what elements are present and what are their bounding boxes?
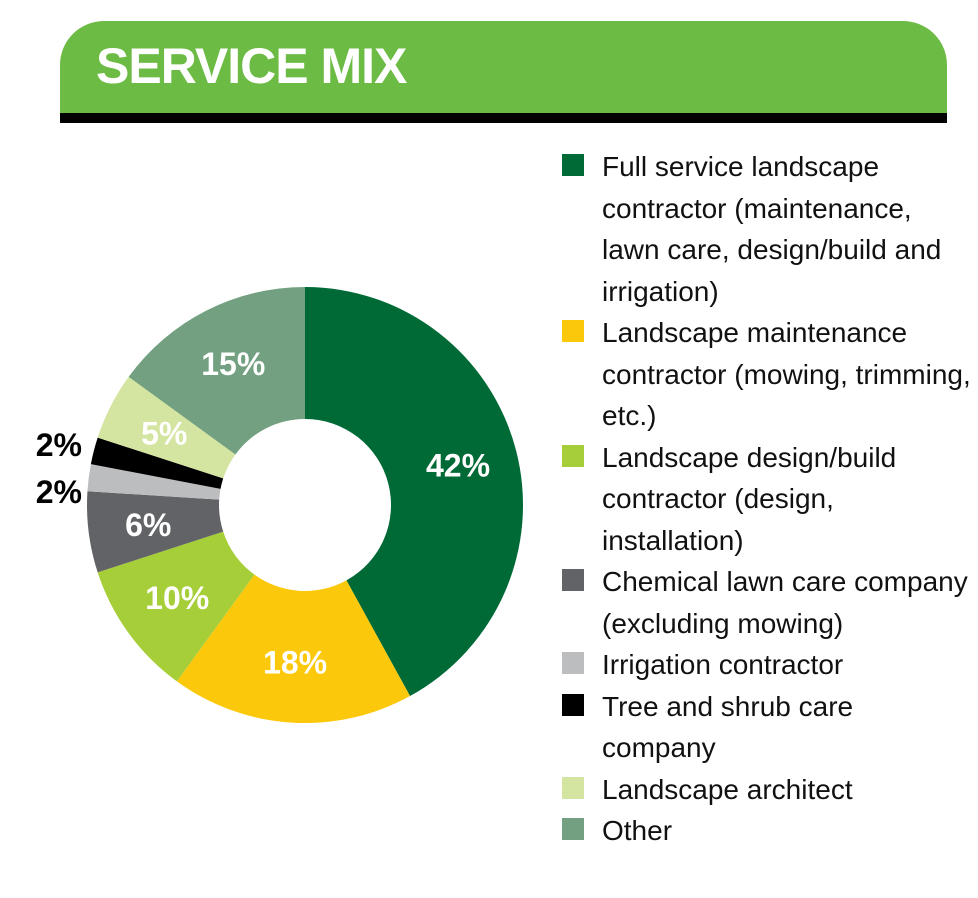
data-label-tree-and-shrub-care-company: 2% [36, 474, 82, 510]
data-label-other: 15% [201, 346, 265, 382]
data-label-landscape-architect: 5% [141, 415, 187, 451]
legend-item-landscape-maintenance-contractor-mowing-: Landscape maintenance contractor (mowing… [562, 312, 972, 437]
legend-label: Tree and shrub care company [602, 690, 854, 764]
legend-label: Landscape maintenance contractor (mowing… [602, 317, 971, 431]
slice-tree-and-shrub-care-company [90, 437, 224, 489]
legend-swatch [562, 693, 584, 716]
slice-chemical-lawn-care-company-excluding-mow [87, 491, 224, 573]
donut-chart: 42% 18% 10% 6% 2% 2% 5% 15% [36, 287, 523, 723]
legend-label: Landscape architect [602, 773, 853, 805]
legend-item-landscape-design-build-contractor-design: Landscape design/build contractor (desig… [562, 437, 972, 562]
title-underline [60, 113, 947, 123]
legend-item-chemical-lawn-care-company-excluding-mow: Chemical lawn care company (excluding mo… [562, 561, 972, 644]
slice-other [128, 287, 305, 455]
slice-full-service-landscape-contractor-mainte [305, 287, 523, 697]
data-label-chemical-lawn-care-company-excluding-mow: 6% [125, 507, 171, 543]
legend-swatch [562, 320, 584, 342]
legend-swatch [562, 652, 584, 674]
legend-label: Other [602, 815, 673, 846]
data-label-landscape-design-build-contractor-design: 10% [145, 580, 209, 616]
data-label-full-service-landscape-contractor-mainte: 42% [426, 448, 490, 484]
legend-item-other: Other [562, 810, 972, 852]
legend-item-landscape-architect: Landscape architect [562, 769, 972, 811]
slice-irrigation-contractor [87, 464, 221, 500]
slice-landscape-architect [97, 376, 236, 479]
legend-swatch [562, 444, 584, 467]
slice-landscape-maintenance-contractor-mowing- [176, 574, 411, 723]
slice-landscape-design-build-contractor-design [97, 531, 255, 682]
legend-swatch [562, 818, 584, 840]
legend-swatch [562, 154, 584, 176]
legend-item-full-service-landscape-contractor-mainte: Full service landscape contractor (maint… [562, 146, 972, 312]
legend-swatch [562, 776, 584, 799]
data-label-landscape-maintenance-contractor-mowing-: 18% [263, 645, 327, 681]
data-label-irrigation-contractor: 2% [36, 427, 82, 463]
chart-legend: Full service landscape contractor (maint… [562, 146, 972, 852]
legend-label: Landscape design/build contractor (desig… [602, 441, 897, 556]
legend-swatch [562, 569, 584, 591]
legend-label: Full service landscape contractor (maint… [602, 151, 942, 307]
legend-label: Irrigation contractor [602, 649, 844, 680]
chart-title: SERVICE MIX [96, 38, 407, 94]
title-banner [60, 21, 947, 113]
legend-item-tree-and-shrub-care-company: Tree and shrub care company [562, 686, 972, 769]
legend-label: Chemical lawn care company (excluding mo… [602, 566, 968, 639]
legend-item-irrigation-contractor: Irrigation contractor [562, 644, 972, 686]
